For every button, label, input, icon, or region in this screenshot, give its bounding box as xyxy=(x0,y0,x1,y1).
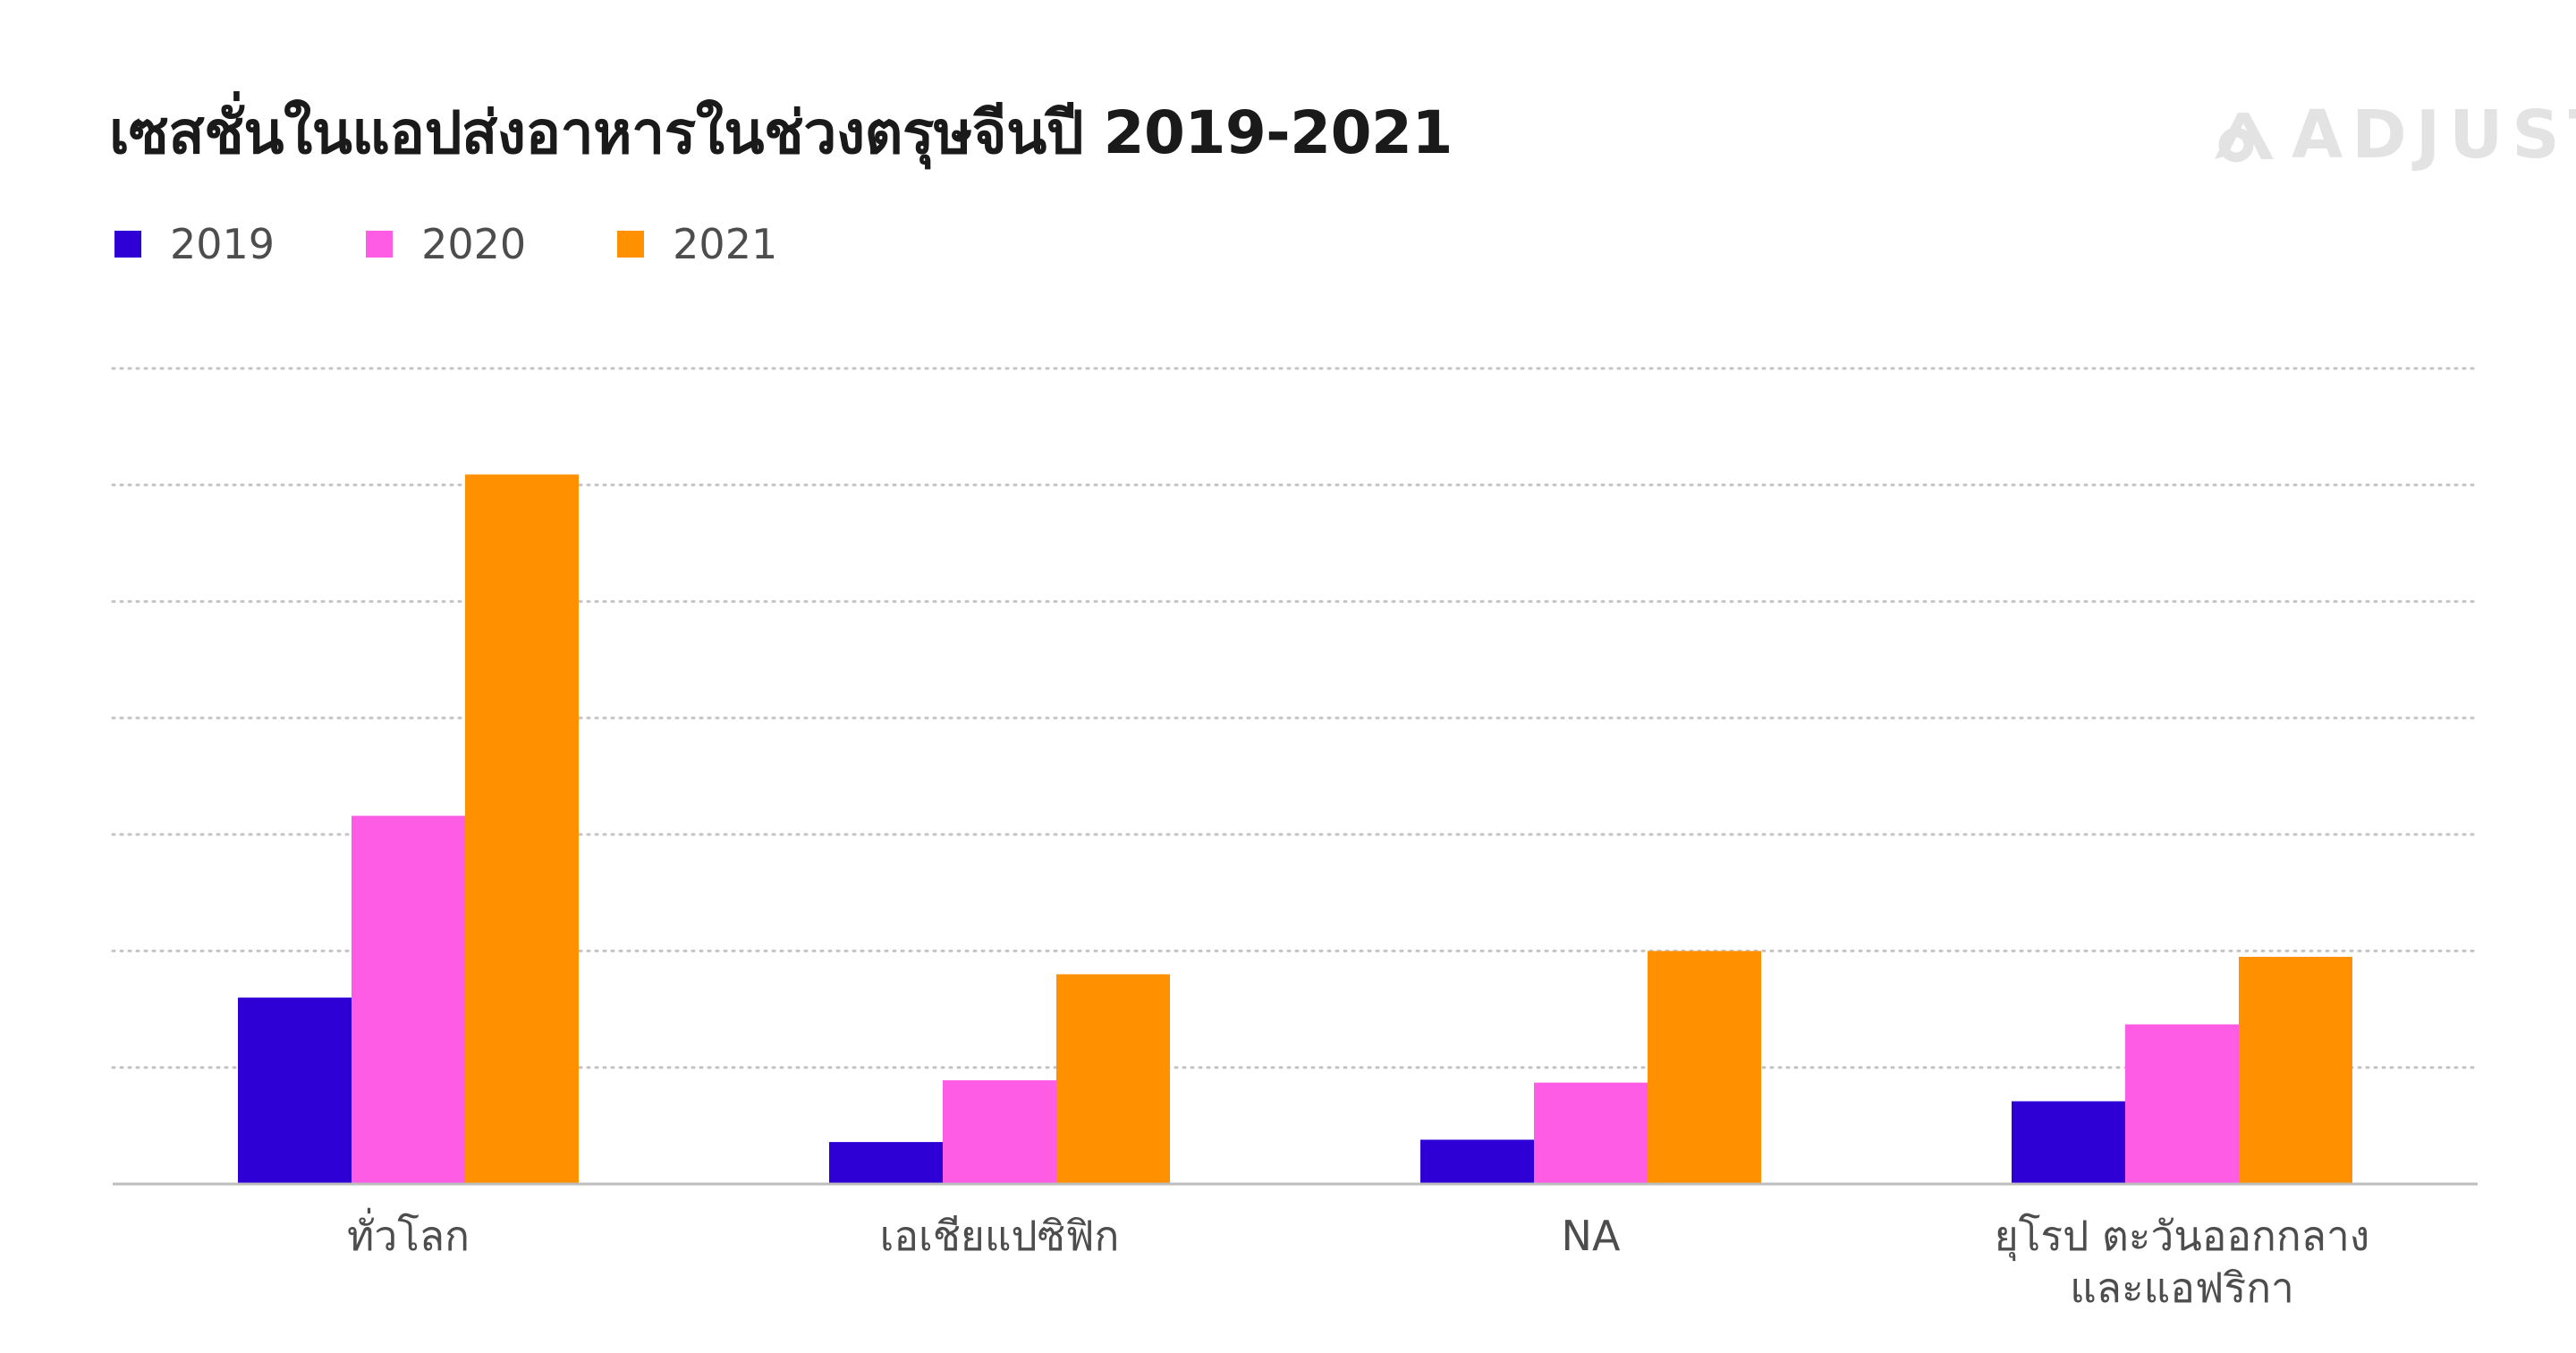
legend-label-2021: 2021 xyxy=(673,220,778,268)
legend-label-2020: 2020 xyxy=(421,220,527,268)
category-label-3: ยุโรป ตะวันออกกลางและแอฟริกา xyxy=(1995,1212,2369,1312)
bar-2021-2 xyxy=(1648,951,1761,1184)
bar-2020-1 xyxy=(943,1080,1056,1184)
bar-2020-3 xyxy=(2125,1024,2239,1184)
bar-2020-0 xyxy=(352,816,465,1184)
bar-2020-2 xyxy=(1534,1082,1648,1184)
chart-legend: 2019 2020 2021 xyxy=(114,220,869,268)
legend-swatch-2021 xyxy=(617,231,645,258)
bar-2019-2 xyxy=(1420,1139,1534,1184)
legend-item-2021: 2021 xyxy=(617,220,777,268)
legend-item-2019: 2019 xyxy=(114,220,275,268)
bar-2019-3 xyxy=(2012,1101,2125,1184)
bar-2019-1 xyxy=(829,1142,943,1184)
adjust-logo-icon xyxy=(2215,113,2274,163)
category-label-1: เอเชียแปซิฟิก xyxy=(880,1212,1120,1260)
bar-2021-1 xyxy=(1056,974,1170,1184)
legend-item-2020: 2020 xyxy=(366,220,526,268)
category-label-0: ทั่วโลก xyxy=(347,1207,470,1260)
legend-swatch-2019 xyxy=(114,231,141,258)
adjust-logo: ADJUST xyxy=(2209,97,2576,173)
chart-title: เซสชั่นในแอปส่งอาหารในช่วงตรุษจีนปี 2019… xyxy=(109,98,1453,167)
bar-2021-0 xyxy=(465,474,579,1184)
adjust-logo-text: ADJUST xyxy=(2292,97,2576,173)
bar-2019-0 xyxy=(238,997,352,1184)
legend-label-2019: 2019 xyxy=(170,220,275,268)
bar-2021-3 xyxy=(2239,956,2352,1184)
category-label-2: NA xyxy=(1562,1212,1621,1260)
legend-swatch-2020 xyxy=(366,231,394,258)
